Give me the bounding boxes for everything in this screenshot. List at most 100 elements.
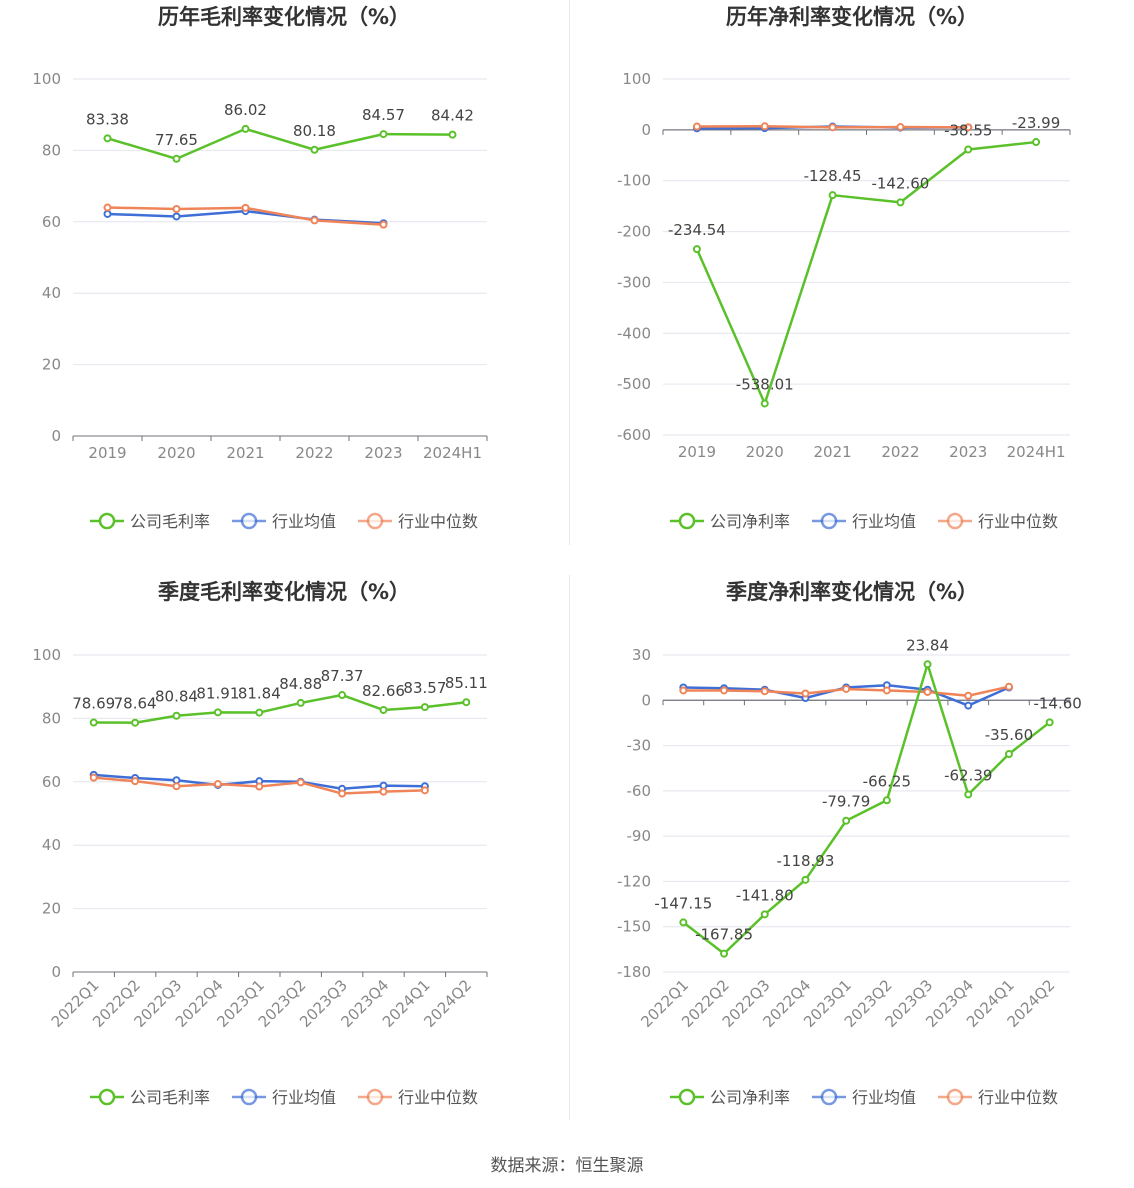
data-point[interactable]: [172, 782, 181, 791]
legend-item-industry-median[interactable]: 行业中位数: [938, 1088, 1058, 1107]
data-point[interactable]: [760, 122, 769, 131]
data-point[interactable]: [448, 130, 457, 139]
legend-marker-icon: [240, 1088, 258, 1106]
data-point[interactable]: [964, 701, 973, 710]
data-label: 78.64: [114, 695, 157, 713]
data-point[interactable]: [923, 687, 932, 696]
data-point[interactable]: [338, 691, 347, 700]
data-point[interactable]: [310, 145, 319, 154]
data-point[interactable]: [1004, 750, 1013, 759]
legend-item-industry-average[interactable]: 行业均值: [232, 512, 336, 531]
y-tick-label: -600: [617, 426, 651, 444]
data-point[interactable]: [172, 204, 181, 213]
y-tick-label: 100: [32, 646, 61, 664]
y-tick-label: 60: [42, 773, 61, 791]
y-tick-label: -180: [617, 963, 651, 981]
data-point[interactable]: [89, 718, 98, 727]
data-label: 81.84: [238, 685, 281, 703]
data-point[interactable]: [103, 209, 112, 218]
data-point[interactable]: [842, 684, 851, 693]
legend-item-company[interactable]: 公司毛利率: [90, 1088, 210, 1107]
data-point[interactable]: [882, 686, 891, 695]
y-tick-label: 0: [641, 691, 651, 709]
data-point[interactable]: [213, 708, 222, 717]
data-point[interactable]: [923, 660, 932, 669]
data-point[interactable]: [760, 910, 769, 919]
data-point[interactable]: [462, 698, 471, 707]
data-point[interactable]: [338, 789, 347, 798]
legend-item-company[interactable]: 公司净利率: [670, 512, 790, 531]
data-source-footer: 数据来源：恒生聚源: [490, 1156, 644, 1176]
data-point[interactable]: [896, 198, 905, 207]
data-point[interactable]: [964, 790, 973, 799]
data-label: 84.88: [279, 675, 322, 693]
data-point[interactable]: [692, 122, 701, 131]
data-point[interactable]: [296, 778, 305, 787]
data-point[interactable]: [241, 124, 250, 133]
data-point[interactable]: [241, 203, 250, 212]
series-line-company: [107, 127, 453, 161]
data-label: 84.42: [431, 107, 474, 125]
data-point[interactable]: [964, 691, 973, 700]
data-point[interactable]: [379, 787, 388, 796]
legend-label: 行业均值: [852, 512, 916, 531]
legend-item-company[interactable]: 公司净利率: [670, 1088, 790, 1107]
data-point[interactable]: [379, 705, 388, 714]
x-tick-label: 2022: [881, 443, 919, 461]
data-point[interactable]: [420, 786, 429, 795]
data-point[interactable]: [1004, 682, 1013, 691]
legend-label: 行业中位数: [398, 1088, 478, 1107]
data-point[interactable]: [131, 777, 140, 786]
legend-item-industry-average[interactable]: 行业均值: [812, 1088, 916, 1107]
x-tick-label: 2021: [813, 443, 851, 461]
data-point[interactable]: [103, 203, 112, 212]
data-point[interactable]: [679, 686, 688, 695]
data-label: -142.60: [871, 174, 929, 192]
data-point[interactable]: [720, 949, 729, 958]
data-point[interactable]: [296, 698, 305, 707]
data-point[interactable]: [103, 134, 112, 143]
data-point[interactable]: [420, 703, 429, 712]
data-point[interactable]: [172, 212, 181, 221]
data-point[interactable]: [255, 782, 264, 791]
data-point[interactable]: [828, 191, 837, 200]
data-label: -167.85: [695, 926, 753, 944]
data-point[interactable]: [760, 687, 769, 696]
data-point[interactable]: [172, 711, 181, 720]
data-point[interactable]: [255, 708, 264, 717]
y-tick-label: 100: [622, 70, 651, 88]
legend-label: 行业均值: [272, 512, 336, 531]
legend-item-industry-median[interactable]: 行业中位数: [358, 512, 478, 531]
data-point[interactable]: [801, 689, 810, 698]
data-point[interactable]: [720, 686, 729, 695]
data-point[interactable]: [131, 718, 140, 727]
data-point[interactable]: [310, 216, 319, 225]
data-point[interactable]: [964, 123, 973, 132]
data-point[interactable]: [379, 130, 388, 139]
chart-title: 历年毛利率变化情况（%）: [158, 5, 410, 29]
legend-item-industry-average[interactable]: 行业均值: [232, 1088, 336, 1107]
legend-item-company[interactable]: 公司毛利率: [90, 512, 210, 531]
series-line-company: [682, 663, 1051, 955]
data-point[interactable]: [801, 875, 810, 884]
data-point[interactable]: [89, 773, 98, 782]
legend-marker-icon: [946, 1088, 964, 1106]
data-point[interactable]: [760, 399, 769, 408]
legend-item-industry-average[interactable]: 行业均值: [812, 512, 916, 531]
data-point[interactable]: [842, 816, 851, 825]
data-point[interactable]: [1032, 138, 1041, 147]
data-point[interactable]: [692, 245, 701, 254]
data-label: -128.45: [804, 167, 862, 185]
data-point[interactable]: [896, 123, 905, 132]
data-point[interactable]: [213, 780, 222, 789]
legend-marker-icon: [98, 512, 116, 530]
data-point[interactable]: [172, 154, 181, 163]
data-point[interactable]: [882, 796, 891, 805]
data-point[interactable]: [1045, 718, 1054, 727]
data-point[interactable]: [379, 220, 388, 229]
data-point[interactable]: [964, 145, 973, 154]
legend-item-industry-median[interactable]: 行业中位数: [358, 1088, 478, 1107]
data-point[interactable]: [828, 123, 837, 132]
data-point[interactable]: [679, 918, 688, 927]
legend-item-industry-median[interactable]: 行业中位数: [938, 512, 1058, 531]
